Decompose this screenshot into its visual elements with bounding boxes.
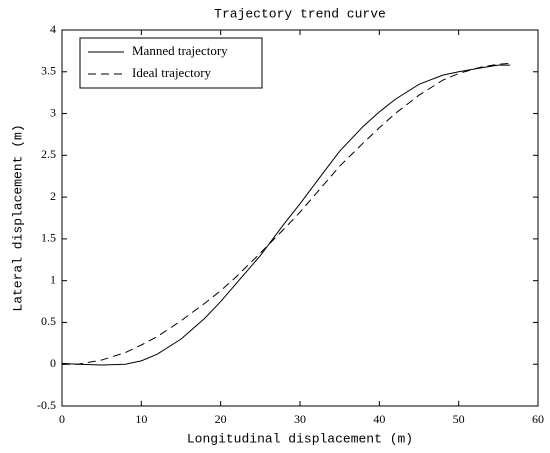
x-tick-label: 10: [135, 412, 147, 426]
x-tick-label: 20: [215, 412, 227, 426]
y-tick-label: 0.5: [41, 314, 56, 328]
chart-title: Trajectory trend curve: [214, 6, 386, 21]
y-tick-label: 0: [50, 356, 56, 370]
y-tick-label: 3: [50, 105, 56, 119]
data-line: [62, 62, 511, 365]
legend-label: Ideal trajectory: [132, 65, 212, 80]
x-tick-label: 60: [532, 412, 544, 426]
legend-label: Manned trajectory: [132, 43, 228, 58]
x-tick-label: 50: [453, 412, 465, 426]
y-tick-label: -0.5: [37, 398, 56, 412]
x-tick-label: 30: [294, 412, 306, 426]
x-tick-label: 40: [373, 412, 385, 426]
data-line: [61, 64, 511, 366]
x-axis-label: Longitudinal displacement (m): [187, 431, 413, 446]
y-tick-label: 1.5: [41, 231, 56, 245]
y-tick-label: 4: [50, 22, 56, 36]
x-tick-label: 0: [59, 412, 65, 426]
y-tick-label: 2.5: [41, 147, 56, 161]
y-tick-label: 2: [50, 189, 56, 203]
y-tick-label: 1: [50, 272, 56, 286]
y-tick-label: 3.5: [41, 64, 56, 78]
y-axis-label: Lateral displacement (m): [10, 124, 25, 311]
legend-box: [79, 37, 263, 89]
